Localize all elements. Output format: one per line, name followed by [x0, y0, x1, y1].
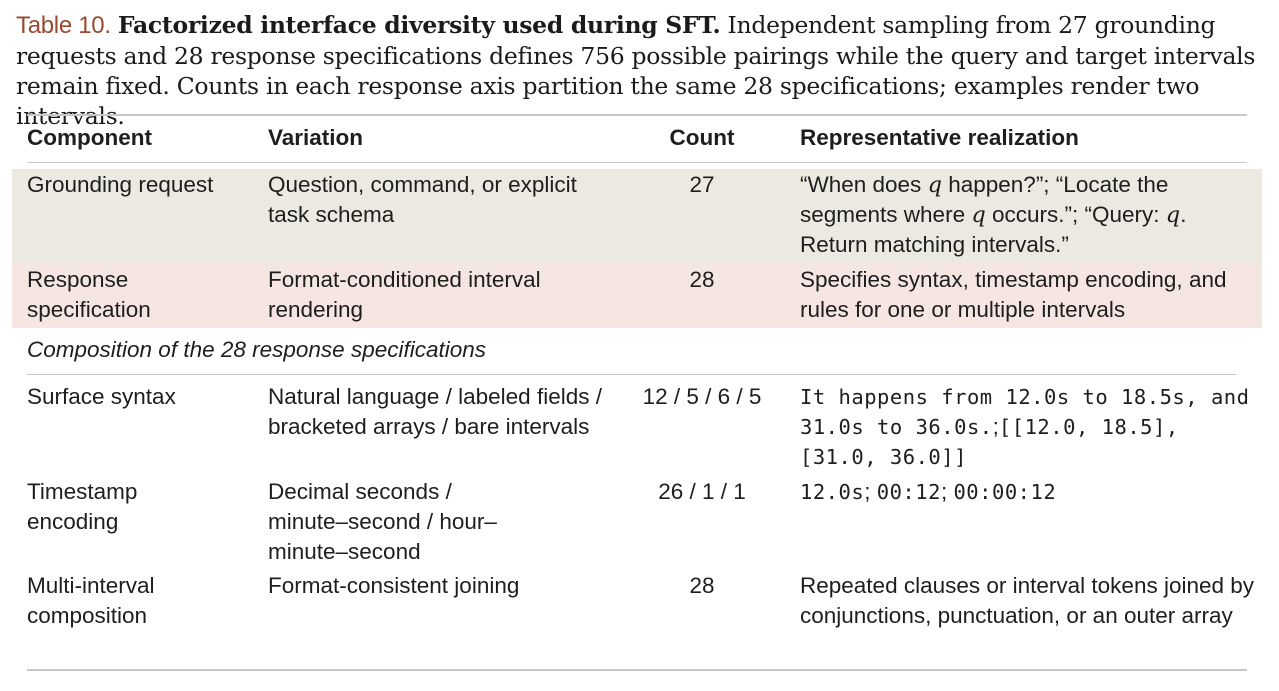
header-count: Count — [669, 125, 735, 150]
row-multi-interval-variation: Format-consistent joining — [268, 573, 520, 598]
row-multi-interval-count: 28 — [689, 573, 715, 598]
query-variable: q — [927, 172, 942, 198]
row-timestamp-variation: Decimal seconds / minute–second / hour–m… — [268, 479, 497, 564]
bottom-rule — [27, 669, 1247, 671]
query-variable: q — [1165, 202, 1181, 228]
header-component: Component — [27, 125, 152, 150]
response-row-band — [12, 264, 1262, 328]
row-response-realization: Specifies syntax, timestamp encoding, an… — [800, 267, 1227, 322]
row-surface-syntax-count: 12 / 5 / 6 / 5 — [642, 384, 762, 409]
row-surface-syntax-variation: Natural language / labeled fields / brac… — [268, 384, 602, 439]
row-grounding-count: 27 — [689, 172, 715, 197]
row-surface-syntax-realization: It happens from 12.0s to 18.5s, and 31.0… — [800, 385, 1250, 469]
composition-subheading: Composition of the 28 response specifica… — [27, 337, 487, 362]
query-variable: q — [971, 202, 986, 228]
row-grounding-variation: Question, command, or explicit task sche… — [268, 172, 577, 227]
row-multi-interval-realization: Repeated clauses or interval tokens join… — [800, 573, 1255, 628]
row-response-component: Response specification — [27, 267, 151, 322]
row-timestamp-component: Timestamp encoding — [27, 479, 138, 534]
row-response-variation: Format-conditioned interval rendering — [268, 267, 541, 322]
caption-text: Independent sampling from 27 grounding r… — [16, 11, 1256, 130]
grounding-row-band — [12, 169, 1262, 264]
table-caption: Table 10. Factorized interface diversity… — [16, 10, 1272, 131]
row-multi-interval-component: Multi-interval composition — [27, 573, 155, 628]
caption-title: Factorized interface diversity used duri… — [117, 11, 721, 39]
row-grounding-realization: “When does q happen?”; “Locate the segme… — [800, 172, 1187, 257]
row-timestamp-count: 26 / 1 / 1 — [658, 479, 746, 504]
subheading-rule — [27, 374, 1236, 375]
caption-label: Table 10. — [16, 12, 111, 39]
row-timestamp-realization: 12.0s; 00:12; 00:00:12 — [800, 479, 1057, 504]
header-variation: Variation — [268, 125, 364, 150]
header-rule — [27, 162, 1247, 163]
header-realization: Representative realization — [800, 125, 1079, 150]
top-rule — [27, 114, 1247, 116]
row-surface-syntax-component: Surface syntax — [27, 384, 176, 409]
row-response-count: 28 — [689, 267, 715, 292]
row-grounding-component: Grounding request — [27, 172, 214, 197]
